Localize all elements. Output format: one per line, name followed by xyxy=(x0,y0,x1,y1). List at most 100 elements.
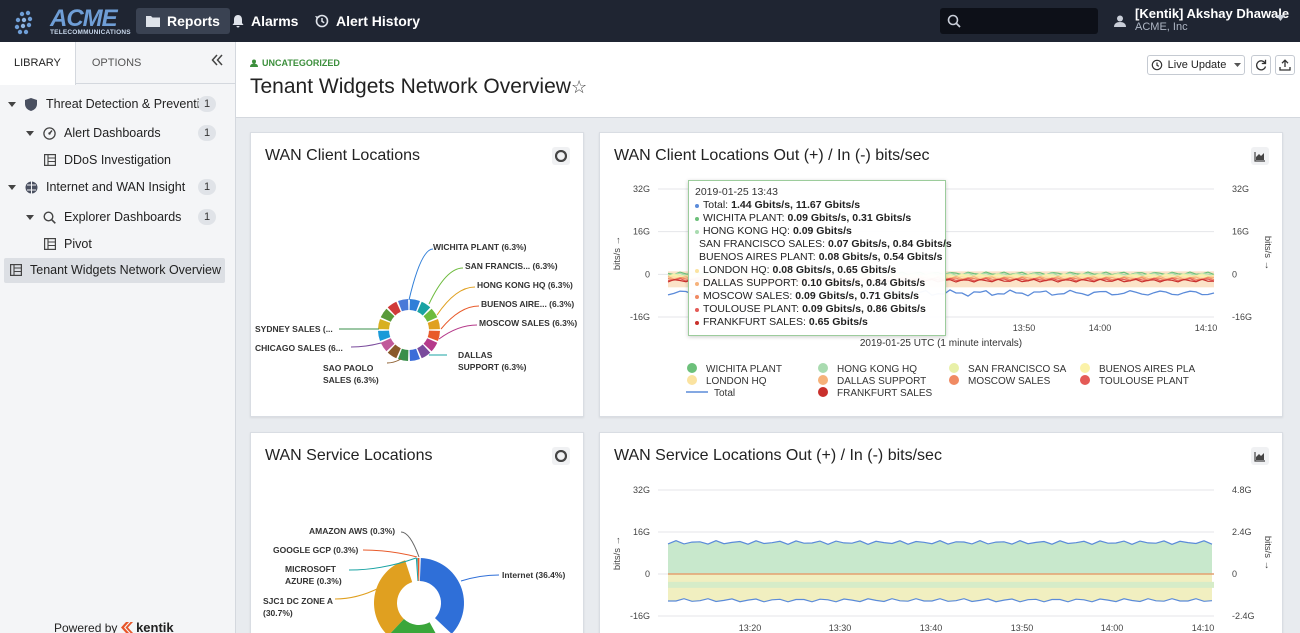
y-tick-label: 16G xyxy=(633,227,650,237)
x-tick-label: 14:10 xyxy=(1192,623,1215,633)
leader-line xyxy=(428,267,464,305)
slice-label: AZURE (0.3%) xyxy=(285,576,342,586)
panel-title: WAN Service Locations Out (+) / In (-) b… xyxy=(614,447,942,464)
acme-logo[interactable]: ACME TELECOMMUNICATIONS xyxy=(12,4,131,38)
legend-label: WICHITA PLANT xyxy=(706,364,782,375)
tooltip-value: 0.09 Gbits/s, 0.71 Gbits/s xyxy=(795,290,919,302)
tooltip-value: 0.65 Gbits/s xyxy=(808,316,868,328)
donut-chart: WICHITA PLANT (6.3%) SAN FRANCIS... (6.3%… xyxy=(255,242,577,385)
chart-tooltip: 2019-01-25 13:43 Total: 1.44 Gbits/s, 11.… xyxy=(688,180,952,336)
user-icon xyxy=(1114,15,1126,27)
sidebar-item-alert-dashboards[interactable]: Alert Dashboards 1 xyxy=(26,123,228,143)
slice-label: AMAZON AWS (0.3%) xyxy=(309,526,395,536)
area-chart-icon xyxy=(1254,151,1265,162)
favorite-star-icon[interactable]: ☆ xyxy=(571,77,588,97)
sidebar-item-internet-wan[interactable]: Internet and WAN Insight 1 xyxy=(8,177,228,197)
donut-slice xyxy=(387,344,401,359)
tooltip-row: BUENOS AIRES PLANT: 0.08 Gbits/s, 0.54 G… xyxy=(695,251,942,264)
search-input[interactable] xyxy=(940,8,1098,34)
nav-reports[interactable]: Reports xyxy=(136,8,230,34)
tooltip-dot xyxy=(695,294,699,299)
sidebar-item-tenant-widgets[interactable]: Tenant Widgets Network Overview xyxy=(10,260,225,280)
sidebar-item-label: Pivot xyxy=(64,237,92,251)
panel-options-button[interactable] xyxy=(552,147,570,165)
tooltip-dot xyxy=(695,320,699,325)
slice-label: MICROSOFT xyxy=(285,564,337,574)
donut-slice xyxy=(378,319,391,330)
export-button[interactable] xyxy=(1275,55,1295,75)
slice-label: SUPPORT (6.3%) xyxy=(458,362,527,372)
gauge-icon xyxy=(43,126,56,140)
nav-alert-history[interactable]: Alert History xyxy=(305,8,430,34)
dashboard-category[interactable]: UNCATEGORIZED xyxy=(262,58,340,68)
legend-swatch xyxy=(818,375,828,385)
chevron-down-icon xyxy=(1276,15,1285,21)
tooltip-series-name: BUENOS AIRES PLANT: xyxy=(699,251,816,263)
tooltip-dot xyxy=(695,281,699,286)
caret-down-icon xyxy=(26,130,34,136)
sidebar-item-explorer-dashboards[interactable]: Explorer Dashboards 1 xyxy=(26,207,228,227)
donut-slice xyxy=(423,338,438,352)
live-update-label: Live Update xyxy=(1167,59,1227,71)
donut-slice xyxy=(417,301,431,316)
tooltip-series-name: WICHITA PLANT: xyxy=(703,212,785,224)
live-update-dropdown[interactable]: Live Update xyxy=(1147,55,1245,75)
x-tick-label: 13:30 xyxy=(829,623,852,633)
y-tick-label: 32G xyxy=(633,485,650,495)
powered-by: Powered by kentik xyxy=(54,620,174,633)
x-axis-label: 2019-01-25 UTC (1 minute intervals) xyxy=(860,338,1022,349)
legend-label: DALLAS SUPPORT xyxy=(837,376,926,387)
leader-line xyxy=(350,342,382,348)
slice-label: CHICAGO SALES (6... xyxy=(255,343,343,353)
donut-slice xyxy=(423,308,438,322)
legend-label: Total xyxy=(714,388,735,399)
user-name: [Kentik] Akshay Dhawale xyxy=(1135,6,1290,21)
refresh-button[interactable] xyxy=(1251,55,1271,75)
panel-wan-service-locations: WAN Service Locations Internet (36.4%) MI… xyxy=(250,432,584,633)
y-tick-label: 4.8G xyxy=(1232,485,1252,495)
y-tick-label: 32G xyxy=(1232,184,1249,194)
x-tick-label: 13:50 xyxy=(1013,323,1036,333)
legend-label: LONDON HQ xyxy=(706,376,767,387)
tab-options[interactable]: OPTIONS xyxy=(91,57,142,69)
tooltip-dot xyxy=(695,307,699,312)
sidebar-item-pivot[interactable]: Pivot xyxy=(44,234,224,254)
tooltip-dot xyxy=(695,268,699,273)
x-tick-label: 14:00 xyxy=(1089,323,1112,333)
area-chart: 32G 4.8G 16G 2.4G 0 0 -16G -2.4G bits/s → bits/s … xyxy=(612,485,1273,633)
tooltip-value: 0.09 Gbits/s xyxy=(792,225,852,237)
slice-label: MOSCOW SALES (6.3%) xyxy=(479,318,577,328)
count-badge: 1 xyxy=(198,96,216,112)
nav-alarms[interactable]: Alarms xyxy=(222,8,308,34)
legend-swatch xyxy=(818,387,828,397)
legend-swatch xyxy=(687,375,697,385)
slice-label: HONG KONG HQ (6.3%) xyxy=(477,280,573,290)
legend-swatch xyxy=(949,363,959,373)
user-org: ACME, Inc xyxy=(1135,21,1188,33)
donut-slice xyxy=(398,348,409,361)
collapse-sidebar-icon[interactable] xyxy=(211,54,223,66)
tab-library[interactable]: LIBRARY xyxy=(0,42,76,85)
user-menu[interactable]: [Kentik] Akshay Dhawale ACME, Inc xyxy=(1114,6,1294,36)
caret-down-icon xyxy=(8,101,16,107)
donut-slice xyxy=(387,301,401,316)
slice-label: GOOGLE GCP (0.3%) xyxy=(273,545,359,555)
tooltip-value: 1.44 Gbits/s, 11.67 Gbits/s xyxy=(731,199,861,211)
bell-icon xyxy=(232,14,244,27)
tooltip-value: 0.07 Gbits/s, 0.84 Gbits/s xyxy=(828,238,952,250)
slice-label: SJC1 DC ZONE A xyxy=(263,596,333,606)
logo-dots-icon xyxy=(14,10,33,35)
sidebar-item-ddos-investigation[interactable]: DDoS Investigation xyxy=(44,150,224,170)
search-icon xyxy=(947,14,961,28)
y-tick-label: 0 xyxy=(645,569,650,579)
panel-chart-type-button[interactable] xyxy=(1251,147,1269,165)
tooltip-dot xyxy=(695,229,699,234)
legend-swatch xyxy=(1080,363,1090,373)
donut-chart: Internet (36.4%) MICROSOFT AZURE (0.3%) GOO… xyxy=(263,526,565,633)
logo-wordmark: ACME xyxy=(50,5,118,32)
caret-down-icon xyxy=(26,214,34,220)
sidebar-item-threat-detection[interactable]: Threat Detection & Preventi... 1 xyxy=(8,94,228,114)
panel-options-button[interactable] xyxy=(552,447,570,465)
panel-chart-type-button[interactable] xyxy=(1251,447,1269,465)
x-tick-label: 13:50 xyxy=(1011,623,1034,633)
